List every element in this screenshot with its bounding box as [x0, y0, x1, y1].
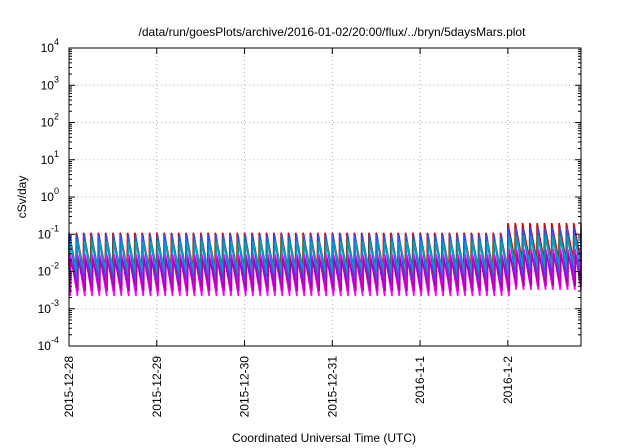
- grid: [69, 48, 581, 346]
- data-series-line: [68, 227, 582, 287]
- y-ticks: 10-4 10-3 10-2 10-1 100 101 102 103 104: [38, 37, 581, 353]
- plot-frame: [68, 47, 582, 347]
- y-tick-label: 102: [41, 112, 59, 130]
- y-axis-label: cSv/day: [15, 176, 29, 219]
- y-tick-label: 10-2: [38, 261, 59, 279]
- x-axis-label: Coordinated Universal Time (UTC): [232, 431, 416, 445]
- data-series-line: [68, 222, 582, 269]
- x-tick-label: 2015-12-29: [150, 356, 164, 418]
- data-series-line: [68, 253, 582, 292]
- x-tick-label: 2015-12-30: [238, 356, 252, 418]
- x-tick-label: 2015-12-31: [325, 356, 339, 418]
- y-tick-label: 10-4: [38, 335, 59, 353]
- x-tick-label: 2015-12-28: [62, 356, 76, 418]
- series-layer: [68, 222, 582, 297]
- x-ticks: 2015-12-28 2015-12-29 2015-12-30 2015-12-31…: [62, 48, 515, 417]
- x-tick-label: 2016-1-2: [501, 356, 515, 404]
- y-tick-label: 10-1: [38, 223, 59, 241]
- y-tick-label: 101: [41, 149, 59, 167]
- x-tick-label: 2016-1-1: [413, 356, 427, 404]
- chart-title: /data/run/goesPlots/archive/2016-01-02/2…: [139, 25, 527, 39]
- y-tick-label: 100: [41, 186, 59, 204]
- y-tick-label: 10-3: [38, 298, 59, 316]
- y-tick-label: 104: [41, 37, 59, 55]
- y-tick-label: 103: [41, 74, 59, 92]
